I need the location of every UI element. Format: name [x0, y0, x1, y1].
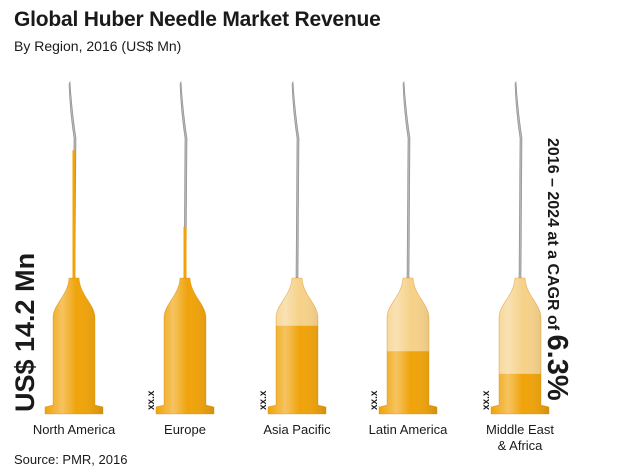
source-note: Source: PMR, 2016 [14, 452, 128, 467]
value-label: xx.x [369, 390, 380, 410]
value-label: xx.x [481, 390, 492, 410]
hub-outline [378, 277, 438, 415]
hub-gloss [491, 278, 549, 414]
category-label: Asia Pacific [263, 422, 331, 437]
cagr-text: 2016 – 2024 at a CAGR of [544, 138, 561, 331]
total-revenue-label: US$ 14.2 Mn [10, 252, 40, 412]
hub-outline [490, 277, 550, 415]
hub-outline [44, 277, 104, 415]
value-label: xx.x [258, 390, 269, 410]
chart-title: Global Huber Needle Market Revenue [14, 8, 381, 31]
cagr-label: 2016 – 2024 at a CAGR of 6.3% [540, 138, 573, 401]
hub-outline [267, 277, 327, 415]
hub-gloss [379, 278, 437, 414]
hub-gloss [156, 278, 214, 414]
needle-group [44, 80, 104, 415]
chart-subtitle: By Region, 2016 (US$ Mn) [14, 38, 182, 54]
category-label: Middle East & Africa [486, 422, 554, 453]
hub-outline [155, 277, 215, 415]
needle-group [155, 80, 215, 415]
cagr-value: 6.3% [541, 334, 573, 401]
category-label: North America [32, 422, 116, 437]
hub-gloss [45, 278, 103, 414]
category-label: Europe [164, 422, 206, 437]
needle-shaft [402, 80, 411, 279]
needle-shaft [514, 80, 523, 279]
value-label: xx.x [146, 390, 157, 410]
category-label: Latin America [368, 422, 448, 437]
needle-fill [72, 150, 76, 278]
needle-group [267, 80, 327, 415]
needle-group [378, 80, 438, 415]
needle-fill [183, 226, 187, 278]
needle-group [490, 80, 550, 415]
hub-gloss [268, 278, 326, 414]
needle-shaft [291, 80, 300, 279]
